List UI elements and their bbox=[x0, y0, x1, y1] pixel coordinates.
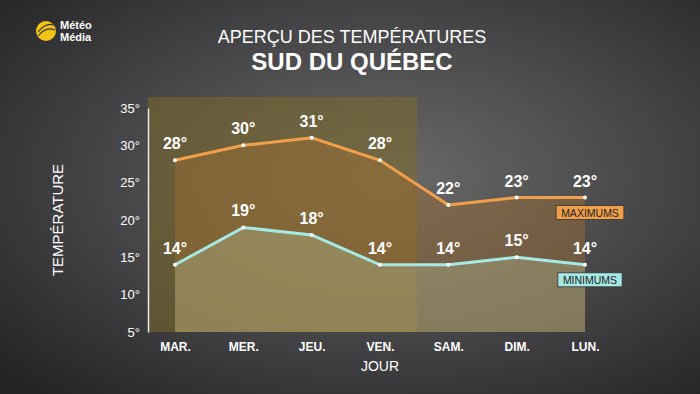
y-tick-label: 15° bbox=[120, 250, 140, 265]
x-tick-label: SAM. bbox=[434, 340, 464, 354]
y-axis: 5° 10° 15° 20° 25° 30° 35° bbox=[120, 101, 148, 340]
x-tick: SAM. bbox=[434, 332, 464, 354]
x-tick-label: DIM. bbox=[504, 340, 529, 354]
marker bbox=[446, 203, 450, 207]
data-label: 18° bbox=[300, 210, 324, 227]
x-tick-label: JEU. bbox=[299, 340, 326, 354]
legend-entry: MAXIMUMS bbox=[556, 206, 624, 220]
y-tick-label: 25° bbox=[120, 175, 140, 190]
x-tick-label: MER. bbox=[229, 340, 259, 354]
legend-swatch bbox=[556, 206, 624, 220]
data-label: 19° bbox=[231, 202, 255, 219]
marker bbox=[446, 263, 450, 267]
x-tick: LUN. bbox=[572, 332, 600, 354]
y-tick-label: 10° bbox=[120, 287, 140, 302]
marker bbox=[378, 263, 382, 267]
legend-label: MAXIMUMS bbox=[561, 207, 619, 219]
logo-text: Météo bbox=[60, 19, 92, 31]
marker bbox=[515, 255, 519, 259]
data-label: 23° bbox=[573, 173, 597, 190]
x-tick: MAR. bbox=[160, 332, 191, 354]
x-axis-title: JOUR bbox=[361, 358, 399, 374]
y-tick: 5° bbox=[128, 325, 148, 340]
x-tick: VEN. bbox=[366, 332, 394, 354]
data-label: 15° bbox=[505, 232, 529, 249]
data-label: 23° bbox=[505, 173, 529, 190]
y-tick-label: 30° bbox=[120, 138, 140, 153]
line bbox=[175, 227, 585, 264]
data-label: 14° bbox=[573, 240, 597, 257]
marker bbox=[241, 143, 245, 147]
data-label: 30° bbox=[231, 120, 255, 137]
marker bbox=[310, 136, 314, 140]
data-label: 22° bbox=[436, 180, 460, 197]
logo-icon bbox=[36, 21, 56, 41]
area bbox=[175, 138, 585, 332]
x-tick-label: LUN. bbox=[572, 340, 600, 354]
marker bbox=[583, 263, 587, 267]
x-axis-line bbox=[176, 332, 586, 333]
area bbox=[175, 227, 585, 332]
y-tick: 35° bbox=[120, 101, 148, 116]
legend-swatch bbox=[558, 273, 622, 287]
y-axis-line bbox=[148, 109, 150, 333]
subtitle: SUD DU QUÉBEC bbox=[251, 48, 452, 75]
marker bbox=[310, 233, 314, 237]
x-tick-label: VEN. bbox=[366, 340, 394, 354]
legend-label: MINIMUMS bbox=[563, 274, 617, 286]
y-tick: 15° bbox=[120, 250, 148, 265]
x-tick: JEU. bbox=[299, 332, 326, 354]
marker bbox=[515, 196, 519, 200]
y-axis-title: TEMPÉRATURE bbox=[49, 164, 66, 276]
marker bbox=[173, 158, 177, 162]
plot-area bbox=[173, 136, 587, 332]
marker bbox=[583, 196, 587, 200]
x-tick: DIM. bbox=[504, 332, 529, 354]
y-tick-label: 5° bbox=[128, 325, 140, 340]
logo-text: Média bbox=[60, 31, 92, 43]
logo: MétéoMédia bbox=[36, 19, 92, 43]
data-label: 31° bbox=[300, 113, 324, 130]
y-tick: 25° bbox=[120, 175, 148, 190]
y-tick: 10° bbox=[120, 287, 148, 302]
data-label: 14° bbox=[436, 240, 460, 257]
background bbox=[0, 0, 700, 394]
data-label: 28° bbox=[368, 135, 392, 152]
y-tick: 20° bbox=[120, 213, 148, 228]
x-tick: MER. bbox=[229, 332, 259, 354]
data-label: 14° bbox=[368, 240, 392, 257]
title: APERÇU DES TEMPÉRATURES bbox=[218, 27, 486, 47]
marker bbox=[173, 263, 177, 267]
data-label: 14° bbox=[163, 240, 187, 257]
x-axis: MAR. MER. JEU. VEN. SAM. DIM. LUN. bbox=[160, 332, 599, 354]
x-tick-label: MAR. bbox=[160, 340, 191, 354]
marker bbox=[241, 225, 245, 229]
y-tick-label: 20° bbox=[120, 213, 140, 228]
data-label: 28° bbox=[163, 135, 187, 152]
marker bbox=[378, 158, 382, 162]
legend-entry: MINIMUMS bbox=[558, 273, 622, 287]
chart: 5° 10° 15° 20° 25° 30° 35° MAR. MER. JEU. VEN. SAM.… bbox=[0, 0, 700, 394]
y-tick-label: 35° bbox=[120, 101, 140, 116]
logo-icon-detail bbox=[38, 24, 55, 36]
y-tick: 30° bbox=[120, 138, 148, 153]
